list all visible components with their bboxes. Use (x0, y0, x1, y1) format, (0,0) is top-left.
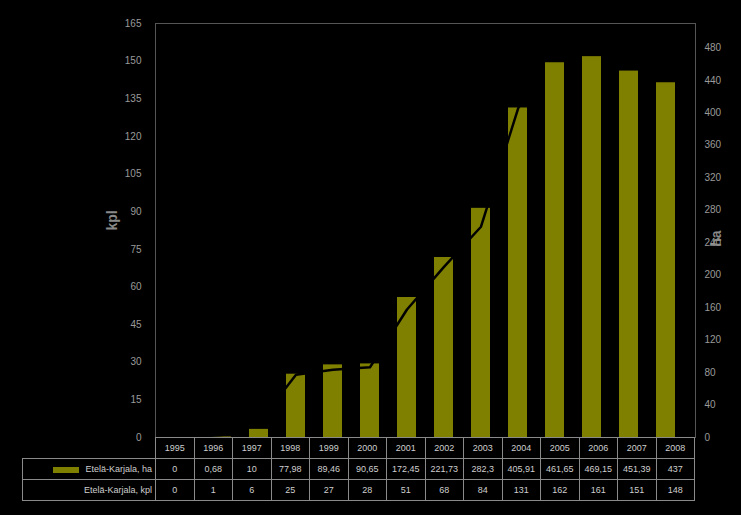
html-text:221,73: 221,73 (430, 464, 458, 474)
html-text:2005: 2005 (549, 443, 570, 453)
svg-text:40: 40 (705, 399, 717, 410)
html-text:131: 131 (513, 485, 529, 495)
html-text:84: 84 (477, 485, 488, 495)
html-text:437: 437 (667, 464, 683, 474)
svg-text:360: 360 (705, 139, 722, 150)
html-text:469,15: 469,15 (584, 464, 612, 474)
html-text:162: 162 (552, 485, 568, 495)
svg-text:440: 440 (705, 75, 722, 86)
html-text:1996: 1996 (203, 443, 224, 453)
html-text:1997: 1997 (241, 443, 262, 453)
html-text:68: 68 (439, 485, 450, 495)
svg-text:0: 0 (136, 432, 142, 443)
html-text:0: 0 (172, 464, 178, 474)
svg-text:135: 135 (125, 93, 142, 104)
html-text:89,46: 89,46 (317, 464, 340, 474)
html-text:2006: 2006 (588, 443, 609, 453)
svg-text:80: 80 (705, 367, 717, 378)
svg-text:120: 120 (705, 334, 722, 345)
html-text:405,91: 405,91 (507, 464, 535, 474)
html-text:2002: 2002 (434, 443, 455, 453)
html-text:0,68: 0,68 (204, 464, 222, 474)
html-text:2008: 2008 (665, 443, 686, 453)
html-text:172,45: 172,45 (392, 464, 420, 474)
svg-text:15: 15 (130, 394, 142, 405)
html-text:0: 0 (172, 485, 178, 495)
svg-text:105: 105 (125, 168, 142, 179)
svg-text:280: 280 (705, 204, 722, 215)
svg-text:30: 30 (130, 356, 142, 367)
svg-text:200: 200 (705, 269, 722, 280)
html-text:2000: 2000 (357, 443, 378, 453)
html-text:1: 1 (210, 485, 216, 495)
html-text:2007: 2007 (626, 443, 647, 453)
svg-text:160: 160 (705, 302, 722, 313)
html-text:10: 10 (246, 464, 257, 474)
svg-text:150: 150 (125, 55, 142, 66)
html-text:282,3: 282,3 (471, 464, 494, 474)
svg-text:0: 0 (705, 432, 711, 443)
svg-text:320: 320 (705, 172, 722, 183)
html-text:Etelä-Karjala, ha: Etelä-Karjala, ha (85, 464, 152, 474)
html-text:451,39: 451,39 (623, 464, 651, 474)
html-text:Etelä-Karjala, kpl: Etelä-Karjala, kpl (84, 485, 152, 495)
html-text:6: 6 (249, 485, 255, 495)
svg-text:ha: ha (708, 230, 724, 247)
html-text:148: 148 (667, 485, 683, 495)
html-text:28: 28 (362, 485, 373, 495)
html-text:1995: 1995 (164, 443, 185, 453)
html-text:90,65: 90,65 (356, 464, 379, 474)
svg-text:120: 120 (125, 131, 142, 142)
html-text:151: 151 (629, 485, 645, 495)
svg-text:kpl: kpl (104, 210, 120, 230)
svg-text:90: 90 (130, 206, 142, 217)
svg-text:45: 45 (130, 319, 142, 330)
svg-text:165: 165 (125, 18, 142, 29)
html-text:51: 51 (400, 485, 411, 495)
html-text:27: 27 (323, 485, 334, 495)
html-text:77,98: 77,98 (279, 464, 302, 474)
html-text:2003: 2003 (472, 443, 493, 453)
svg-text:60: 60 (130, 281, 142, 292)
html-text:25: 25 (285, 485, 296, 495)
html-text:2001: 2001 (395, 443, 416, 453)
html-text:461,65: 461,65 (546, 464, 574, 474)
svg-text:400: 400 (705, 107, 722, 118)
html-text:161: 161 (590, 485, 606, 495)
html-text:2004: 2004 (511, 443, 532, 453)
html-text:1999: 1999 (318, 443, 339, 453)
svg-text:75: 75 (130, 244, 142, 255)
html-text:1998: 1998 (280, 443, 301, 453)
svg-text:480: 480 (705, 42, 722, 53)
